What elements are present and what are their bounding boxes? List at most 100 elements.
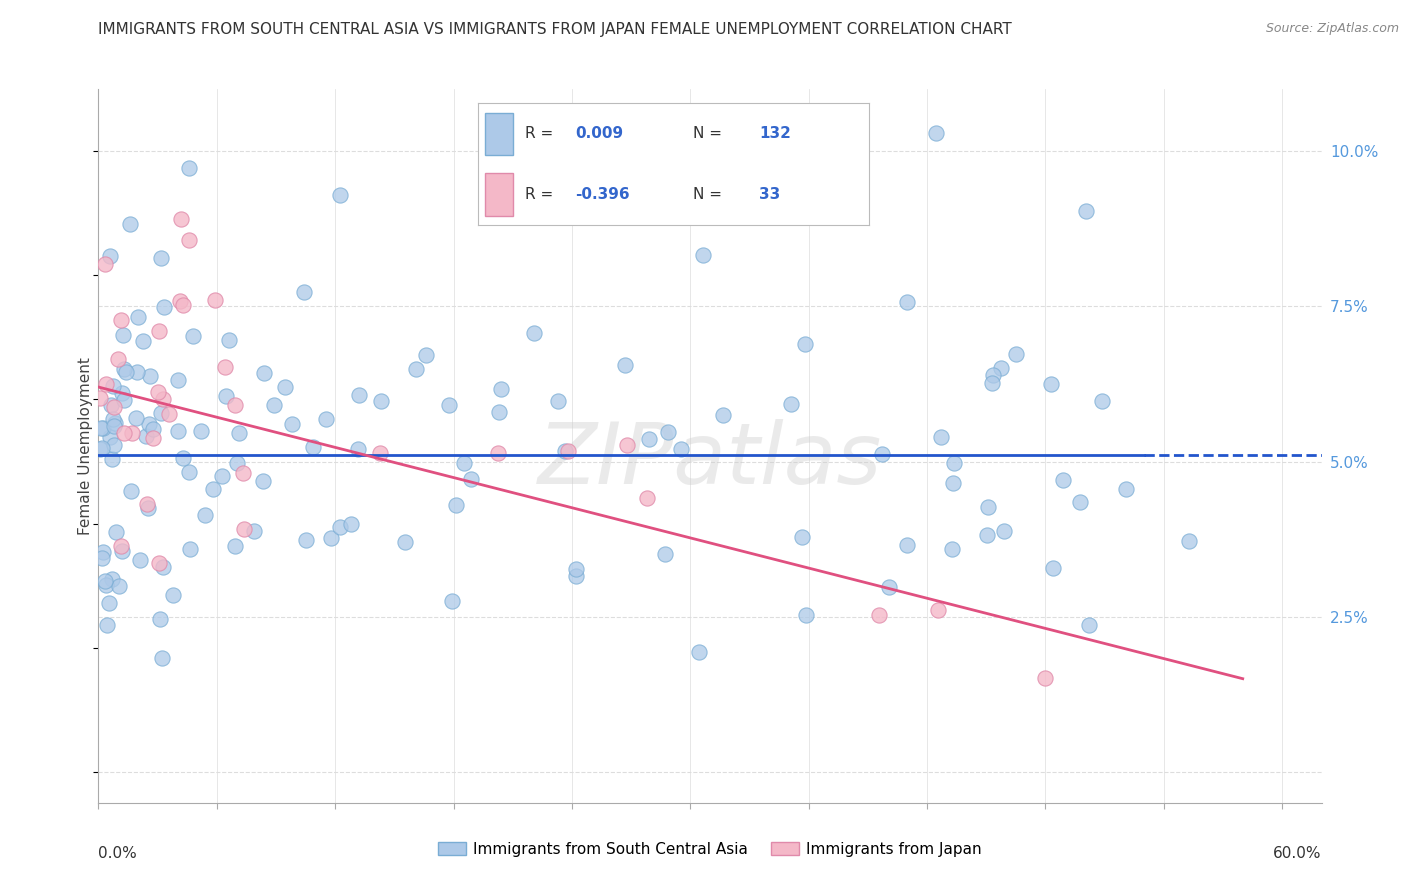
Point [172,298,194,312]
Point [104,525,127,540]
Point [779,397,801,411]
Point [101,452,124,467]
Point [94,574,117,588]
Point [89,442,111,456]
Point [347,388,370,402]
Point [118,217,141,231]
Point [557,444,579,458]
Point [149,612,172,626]
Y-axis label: Female Unemployment: Female Unemployment [77,357,93,535]
Point [136,497,159,511]
Point [1091,394,1114,409]
Point [111,544,134,558]
Point [103,419,125,434]
Point [565,562,588,576]
Point [321,531,343,545]
Point [347,442,370,456]
Point [125,410,148,425]
Point [148,324,170,338]
Point [981,376,1004,390]
Point [169,211,191,226]
Point [150,650,173,665]
Point [616,438,638,452]
Point [657,425,679,440]
Point [94,257,117,271]
Point [224,539,246,553]
Point [253,366,276,380]
Point [104,417,127,431]
Point [91,545,114,559]
Point [488,405,510,419]
Point [976,528,998,542]
Point [368,446,391,460]
Text: 0.0%: 0.0% [98,846,138,861]
Point [139,369,162,384]
Point [405,361,427,376]
Point [127,365,149,379]
Point [112,425,135,440]
Point [1078,618,1101,632]
Point [993,524,1015,538]
Point [924,126,946,140]
Point [167,425,190,439]
Point [711,408,734,422]
Point [243,524,266,538]
Point [167,373,190,387]
Point [228,425,250,440]
Point [896,538,918,552]
Point [941,541,963,556]
Point [103,379,125,393]
Point [329,188,352,202]
Point [91,421,114,435]
Point [152,560,174,574]
Point [274,379,297,393]
Point [232,522,254,536]
Point [523,326,546,340]
Point [232,467,254,481]
Point [1004,347,1026,361]
Point [211,468,233,483]
Point [194,508,217,522]
Point [94,376,117,391]
Point [96,618,118,632]
Point [90,551,112,566]
Point [638,432,661,446]
Point [340,516,363,531]
Point [446,498,468,512]
Point [669,442,692,457]
Point [179,466,201,480]
Point [688,645,710,659]
Point [636,491,658,505]
Point [252,474,274,488]
Point [1052,473,1074,487]
Point [315,412,337,426]
Point [441,593,464,607]
Point [89,391,111,405]
Point [107,352,129,367]
Point [301,440,323,454]
Point [292,285,315,299]
Point [1115,482,1137,496]
Point [214,360,236,375]
Point [204,293,226,307]
Point [554,443,576,458]
Point [138,417,160,431]
Point [121,426,143,441]
Point [108,579,131,593]
Point [460,472,482,486]
Point [201,483,224,497]
Point [110,312,132,326]
Point [1074,204,1097,219]
Point [90,421,112,435]
Point [142,422,165,436]
Point [226,456,249,470]
Text: 60.0%: 60.0% [1274,846,1322,861]
Point [370,394,392,409]
Text: ZIPatlas: ZIPatlas [538,418,882,502]
Point [111,386,134,401]
Point [896,295,918,310]
Point [1039,376,1062,391]
Point [942,476,965,491]
Point [101,572,124,586]
Point [790,530,813,544]
